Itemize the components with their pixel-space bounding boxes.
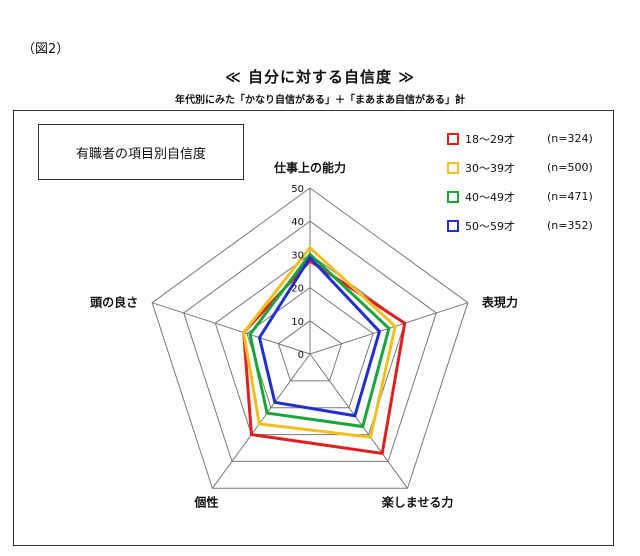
tick-label: 10 (291, 317, 304, 328)
series-line (242, 245, 397, 439)
legend-item: 40～49才 (n=471) (447, 182, 607, 211)
axis-label: 頭の良さ (90, 295, 138, 310)
legend-sample-size: (n=324) (547, 132, 593, 145)
legend-item: 50～59才 (n=352) (447, 211, 607, 240)
tick-label: 20 (291, 284, 304, 295)
legend-item: 30～39才 (n=500) (447, 153, 607, 182)
grid-ring (277, 320, 343, 382)
legend-series-name: 18～29才 (465, 132, 515, 146)
legend-sample-size: (n=500) (547, 161, 593, 174)
axis-label: 表現力 (481, 295, 518, 310)
legend-series-name: 50～59才 (465, 219, 515, 233)
axis-label: 個性 (193, 494, 218, 509)
grid-ring (183, 220, 437, 462)
series-line (248, 252, 391, 429)
grid-ring (151, 187, 469, 489)
legend-item: 18～29才 (n=324) (447, 124, 607, 153)
legend-swatch (447, 219, 459, 232)
tick-label: 0 (298, 350, 304, 361)
axis-spoke (212, 353, 311, 489)
legend-swatch (447, 132, 459, 145)
legend-swatch (447, 190, 459, 203)
axis-spoke (309, 353, 408, 489)
axis-label: 楽しませる力 (382, 494, 454, 509)
figure-label: （図2） (22, 42, 70, 57)
axis-spoke (151, 302, 311, 355)
legend-sample-size: (n=471) (547, 190, 593, 203)
chart-box-label: 有職者の項目別自信度 (38, 124, 244, 180)
legend-series-name: 30～39才 (465, 161, 515, 175)
chart-subtitle: 年代別にみた「かなり自信がある」＋「まあまあ自信がある」計 (175, 95, 465, 106)
tick-label: 40 (291, 217, 304, 228)
tick-label: 50 (291, 184, 304, 195)
axis-label: 仕事上の能力 (273, 160, 346, 175)
legend-sample-size: (n=352) (547, 219, 593, 232)
series-line (257, 255, 382, 418)
chart-frame (13, 110, 614, 546)
legend-swatch (447, 161, 459, 174)
chart-title: ≪ 自分に対する自信度 ≫ (225, 68, 415, 86)
legend: 18～29才 (n=324) 30～39才 (n=500) 40～49才 (n=… (447, 124, 607, 240)
legend-series-name: 40～49才 (465, 190, 515, 204)
tick-label: 30 (291, 250, 304, 261)
